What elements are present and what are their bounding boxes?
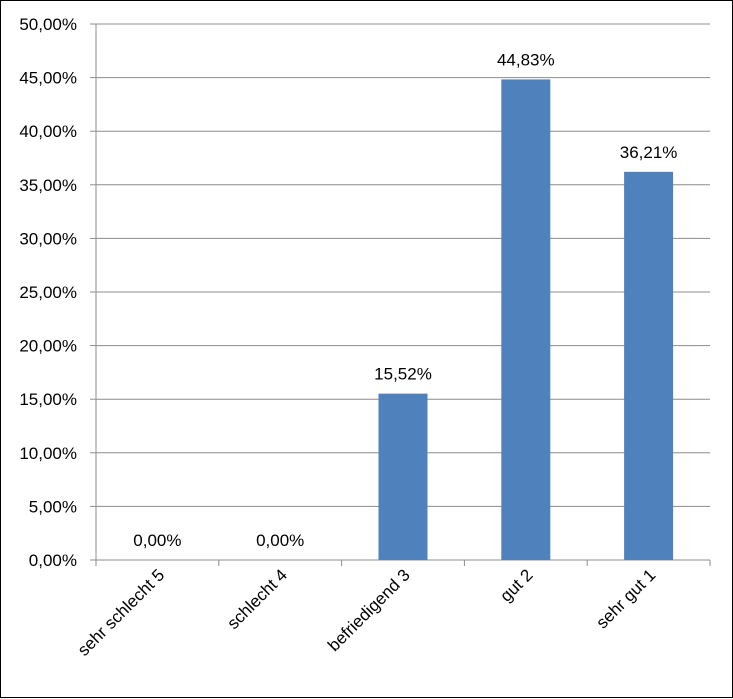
y-tick-labels: 0,00% 5,00% 10,00% 15,00% 20,00% 25,00% 30,00%…	[19, 15, 77, 570]
category-label: gut 2	[496, 565, 536, 605]
y-tick-label: 20,00%	[19, 337, 77, 356]
category-labels: sehr schlecht 5 schlecht 4 befriedigend 3 g…	[74, 565, 659, 659]
bar	[378, 393, 428, 560]
bars	[378, 79, 674, 561]
y-tick-label: 15,00%	[19, 390, 77, 409]
data-label: 0,00%	[256, 531, 304, 550]
category-label: befriedigend 3	[324, 565, 414, 655]
bar	[501, 79, 551, 561]
data-label: 15,52%	[374, 365, 432, 384]
y-tick-label: 50,00%	[19, 15, 77, 34]
y-tick-label: 25,00%	[19, 283, 77, 302]
data-label: 36,21%	[620, 143, 678, 162]
y-tick-label: 35,00%	[19, 176, 77, 195]
y-tick-label: 40,00%	[19, 122, 77, 141]
y-tick-label: 30,00%	[19, 229, 77, 248]
y-tick-label: 5,00%	[29, 497, 77, 516]
category-label: schlecht 4	[223, 565, 291, 633]
y-tick-label: 10,00%	[19, 444, 77, 463]
data-label: 44,83%	[497, 50, 555, 69]
y-tick-label: 0,00%	[29, 551, 77, 570]
y-tick-label: 45,00%	[19, 69, 77, 88]
category-label: sehr schlecht 5	[74, 565, 168, 659]
category-label: sehr gut 1	[593, 565, 660, 632]
data-label: 0,00%	[133, 531, 181, 550]
gridlines	[96, 23, 710, 507]
data-labels: 0,00% 0,00% 15,52% 44,83% 36,21%	[133, 50, 677, 550]
bar	[624, 171, 674, 560]
